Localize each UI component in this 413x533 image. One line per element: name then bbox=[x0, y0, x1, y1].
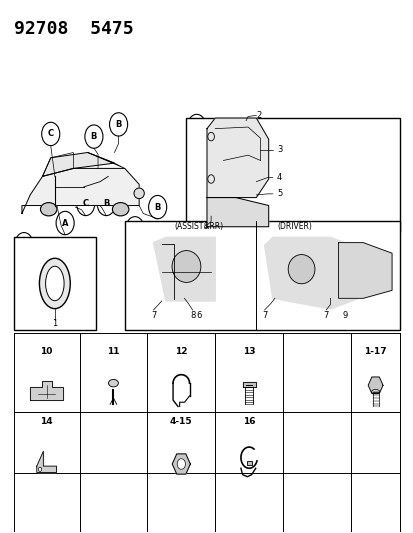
Text: 13: 13 bbox=[242, 347, 255, 356]
Ellipse shape bbox=[112, 203, 128, 216]
Text: 16: 16 bbox=[242, 417, 255, 426]
Polygon shape bbox=[264, 237, 358, 309]
Circle shape bbox=[177, 459, 185, 470]
Text: C: C bbox=[83, 199, 88, 208]
Polygon shape bbox=[206, 118, 268, 198]
Text: A: A bbox=[193, 122, 199, 131]
Ellipse shape bbox=[287, 255, 314, 284]
Text: 4-15: 4-15 bbox=[170, 417, 192, 426]
Text: 1: 1 bbox=[202, 221, 208, 230]
Polygon shape bbox=[22, 168, 139, 214]
Text: 7: 7 bbox=[261, 311, 267, 320]
Polygon shape bbox=[338, 243, 391, 298]
Polygon shape bbox=[153, 237, 215, 301]
Text: 7: 7 bbox=[150, 311, 156, 320]
Text: B: B bbox=[154, 203, 161, 212]
FancyBboxPatch shape bbox=[186, 118, 399, 232]
Polygon shape bbox=[172, 454, 190, 474]
Circle shape bbox=[38, 467, 42, 471]
Text: 1: 1 bbox=[52, 319, 57, 328]
Bar bbox=[246, 461, 251, 465]
Ellipse shape bbox=[370, 390, 379, 394]
Text: 6: 6 bbox=[196, 311, 201, 320]
Text: 8: 8 bbox=[190, 311, 195, 320]
Text: (DRIVER): (DRIVER) bbox=[276, 222, 311, 231]
Text: B: B bbox=[115, 120, 121, 129]
Text: 92708  5475: 92708 5475 bbox=[14, 20, 133, 38]
Polygon shape bbox=[37, 451, 56, 472]
Text: 2: 2 bbox=[256, 111, 261, 120]
Text: (ASSIST&RR): (ASSIST&RR) bbox=[174, 222, 223, 231]
Text: C: C bbox=[47, 130, 54, 139]
Polygon shape bbox=[30, 381, 63, 400]
Ellipse shape bbox=[172, 251, 200, 282]
Text: 11: 11 bbox=[107, 347, 119, 356]
Text: 1-17: 1-17 bbox=[363, 347, 386, 356]
Text: 7: 7 bbox=[323, 311, 328, 320]
Bar bbox=[246, 461, 251, 465]
Text: B: B bbox=[90, 132, 97, 141]
Text: 14: 14 bbox=[40, 417, 53, 426]
Text: B: B bbox=[103, 199, 109, 208]
Text: 9: 9 bbox=[341, 311, 347, 320]
Text: A: A bbox=[62, 219, 68, 228]
Polygon shape bbox=[43, 152, 114, 176]
Ellipse shape bbox=[39, 259, 70, 309]
Polygon shape bbox=[206, 198, 268, 227]
Text: 4: 4 bbox=[276, 173, 282, 182]
Text: 5: 5 bbox=[276, 189, 282, 198]
Text: C: C bbox=[21, 240, 27, 249]
Ellipse shape bbox=[108, 379, 118, 387]
Text: 12: 12 bbox=[175, 347, 187, 356]
Text: B: B bbox=[131, 224, 138, 233]
FancyBboxPatch shape bbox=[124, 221, 399, 330]
Ellipse shape bbox=[40, 203, 57, 216]
FancyBboxPatch shape bbox=[14, 237, 96, 330]
Ellipse shape bbox=[45, 266, 64, 301]
Polygon shape bbox=[367, 377, 382, 393]
Polygon shape bbox=[242, 382, 255, 387]
Text: 10: 10 bbox=[40, 347, 53, 356]
Ellipse shape bbox=[134, 188, 144, 199]
Text: 3: 3 bbox=[276, 146, 282, 155]
